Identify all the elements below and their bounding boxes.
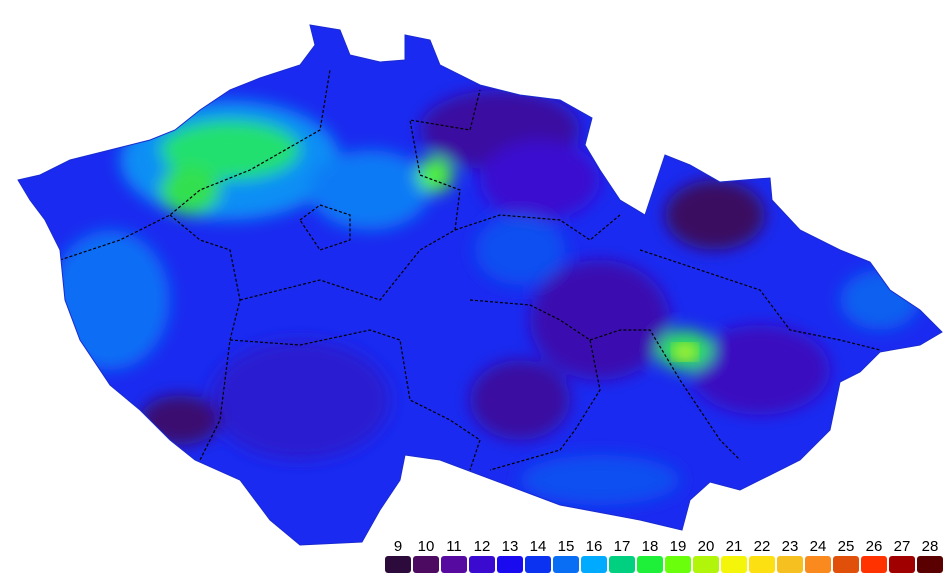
legend-label: 20 <box>697 538 715 555</box>
color-legend: 9 10 11 12 13 14 15 16 17 18 19 20 21 22 23 24 25 26 27 28 <box>384 538 944 573</box>
legend-swatch <box>609 556 635 573</box>
legend-label: 9 <box>393 538 403 555</box>
legend-item: 10 <box>412 538 440 573</box>
legend-label: 25 <box>837 538 855 555</box>
legend-item: 20 <box>692 538 720 573</box>
legend-swatch <box>441 556 467 573</box>
legend-item: 15 <box>552 538 580 573</box>
legend-swatch <box>581 556 607 573</box>
legend-item: 25 <box>832 538 860 573</box>
legend-swatch <box>749 556 775 573</box>
legend-item: 12 <box>468 538 496 573</box>
legend-item: 11 <box>440 538 468 573</box>
legend-label: 11 <box>446 538 462 555</box>
legend-item: 14 <box>524 538 552 573</box>
legend-swatch <box>833 556 859 573</box>
legend-label: 28 <box>921 538 939 555</box>
legend-label: 14 <box>529 538 547 555</box>
legend-label: 13 <box>501 538 519 555</box>
legend-label: 18 <box>641 538 659 555</box>
legend-item: 27 <box>888 538 916 573</box>
legend-swatch <box>917 556 943 573</box>
legend-swatch <box>805 556 831 573</box>
legend-label: 23 <box>781 538 799 555</box>
legend-item: 24 <box>804 538 832 573</box>
legend-swatch <box>497 556 523 573</box>
legend-swatch <box>553 556 579 573</box>
legend-label: 19 <box>669 538 687 555</box>
region-borders <box>59 69 881 471</box>
legend-label: 21 <box>725 538 743 555</box>
legend-label: 17 <box>613 538 631 555</box>
legend-swatch <box>469 556 495 573</box>
legend-item: 17 <box>608 538 636 573</box>
legend-swatch <box>413 556 439 573</box>
legend-swatch <box>385 556 411 573</box>
legend-swatch <box>721 556 747 573</box>
legend-label: 24 <box>809 538 827 555</box>
legend-label: 27 <box>893 538 911 555</box>
legend-swatch <box>777 556 803 573</box>
legend-label: 26 <box>865 538 883 555</box>
legend-swatch <box>665 556 691 573</box>
legend-item: 28 <box>916 538 944 573</box>
legend-item: 26 <box>860 538 888 573</box>
legend-item: 23 <box>776 538 804 573</box>
legend-label: 22 <box>753 538 771 555</box>
legend-swatch <box>693 556 719 573</box>
legend-item: 16 <box>580 538 608 573</box>
legend-item: 22 <box>748 538 776 573</box>
legend-item: 19 <box>664 538 692 573</box>
legend-label: 12 <box>473 538 491 555</box>
legend-label: 10 <box>417 538 435 555</box>
legend-item: 18 <box>636 538 664 573</box>
legend-label: 16 <box>585 538 603 555</box>
legend-item: 21 <box>720 538 748 573</box>
legend-swatch <box>637 556 663 573</box>
legend-label: 15 <box>557 538 575 555</box>
legend-item: 13 <box>496 538 524 573</box>
legend-item: 9 <box>384 538 412 573</box>
legend-swatch <box>861 556 887 573</box>
legend-swatch <box>525 556 551 573</box>
legend-swatch <box>889 556 915 573</box>
